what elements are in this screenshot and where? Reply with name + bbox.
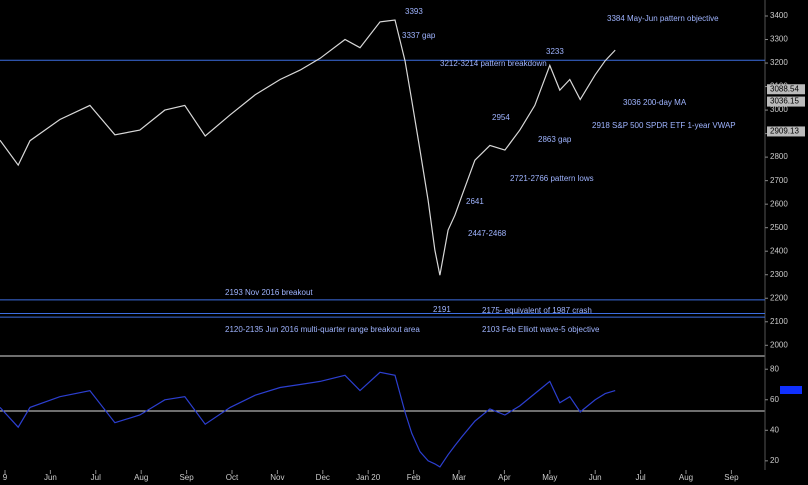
y-tick-label: 3200 [770,58,788,67]
marker [780,386,802,394]
x-tick-label: Jul [91,473,101,482]
price-line [0,371,616,468]
y-tick-label: 2000 [770,340,788,349]
x-tick-label: Sep [724,473,739,482]
x-tick-label: Jun [44,473,57,482]
annotation: 3036 200-day MA [623,98,687,107]
y-tick-label: 80 [770,364,779,373]
y-tick-label: 2300 [770,270,788,279]
x-tick-label: Dec [316,473,330,482]
value-box-label: 3036.15 [770,97,799,106]
x-tick-label: 9 [3,473,8,482]
annotation: 2191 [433,305,451,314]
y-tick-label: 20 [770,456,779,465]
annotation: 2863 gap [538,135,572,144]
x-tick-label: Sep [179,473,194,482]
x-tick-label: Oct [226,473,239,482]
y-tick-label: 2700 [770,176,788,185]
x-tick-label: Nov [270,473,284,482]
price-line [0,19,616,276]
x-tick-label: Feb [407,473,421,482]
y-tick-label: 2200 [770,293,788,302]
value-box-label: 3088.54 [770,84,799,93]
annotation: 3212-3214 pattern breakdown [440,59,547,68]
x-tick-label: Mar [452,473,466,482]
annotation: 3393 [405,7,423,16]
y-tick-label: 2800 [770,152,788,161]
value-box [767,126,805,137]
annotation: 3384 May-Jun pattern objective [607,14,719,23]
annotation: 2103 Feb Elliott wave-5 objective [482,325,600,334]
y-tick-label: 3300 [770,35,788,44]
x-tick-label: Jun [589,473,602,482]
y-tick-label: 2400 [770,246,788,255]
annotation: 2721-2766 pattern lows [510,174,594,183]
x-tick-label: Apr [498,473,511,482]
value-box-label: 2909.13 [770,127,799,136]
y-tick-label: 60 [770,395,779,404]
x-tick-label: Jul [635,473,645,482]
annotation: 2918 S&P 500 SPDR ETF 1-year VWAP [592,121,736,130]
y-tick-label: 2100 [770,317,788,326]
annotation: 2447-2468 [468,229,507,238]
x-tick-label: Jan 20 [356,473,381,482]
x-tick-label: Aug [134,473,148,482]
annotation: 2641 [466,197,484,206]
annotation: 2954 [492,113,510,122]
annotation: 2193 Nov 2016 breakout [225,288,313,297]
value-box [767,96,805,107]
y-tick-label: 3000 [770,105,788,114]
y-tick-label: 40 [770,425,779,434]
annotation: 2175- equivalent of 1987 crash [482,306,592,315]
annotation: 3337 gap [402,31,436,40]
y-tick-label: 3400 [770,11,788,20]
x-tick-label: Aug [679,473,693,482]
value-box [767,84,805,95]
x-tick-label: May [542,473,557,482]
annotation: 2120-2135 Jun 2016 multi-quarter range b… [225,325,420,334]
y-tick-label: 2500 [770,223,788,232]
y-tick-label: 2600 [770,199,788,208]
annotation: 3233 [546,47,564,56]
